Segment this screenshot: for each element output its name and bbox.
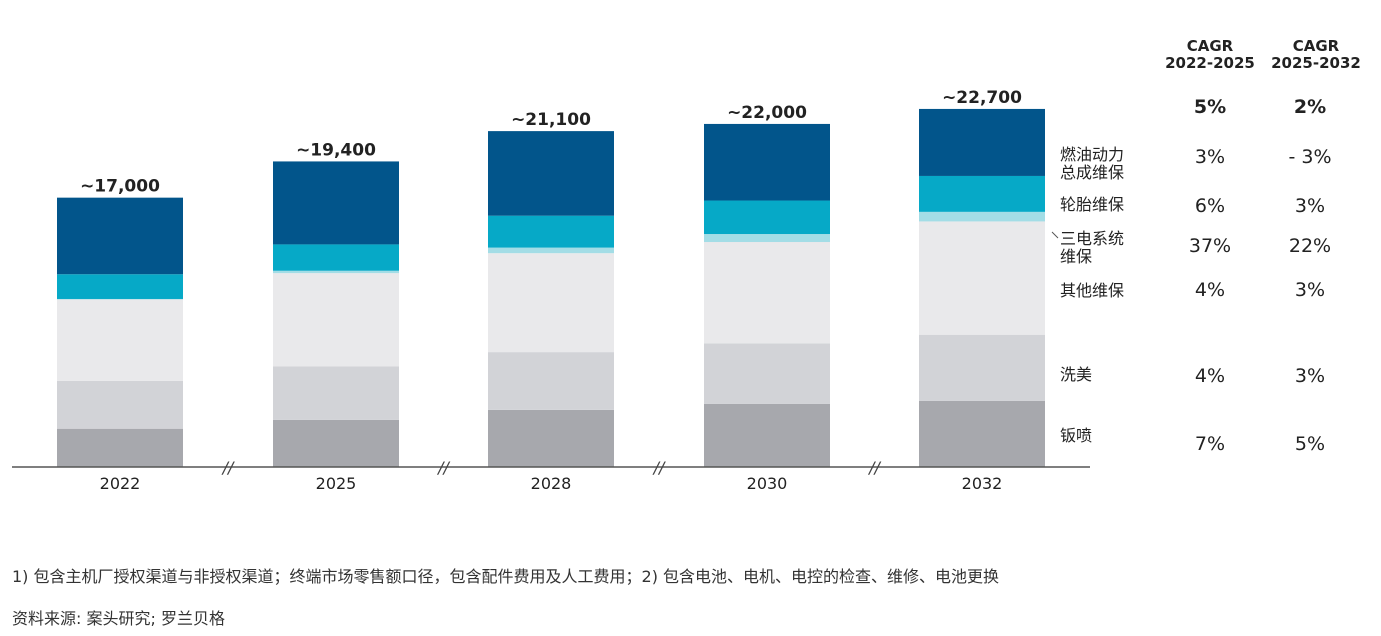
footnote-source: 资料来源: 案头研究; 罗兰贝格: [12, 609, 225, 628]
legend-three-electric-line2: 维保: [1060, 247, 1093, 266]
bar-segment-2030-3: [704, 234, 830, 243]
legend-fuel-line1: 燃油动力: [1060, 145, 1125, 164]
bar-segment-2025-3: [273, 270, 399, 274]
cagr-wash-2022-2025: 4%: [1194, 365, 1226, 387]
bar-segment-2032-0: [919, 400, 1045, 467]
cagr-three-electric-2025-2032: 22%: [1288, 235, 1332, 257]
x-tick-2030: 2030: [747, 474, 788, 493]
legend-other-line1: 其他维保: [1060, 281, 1125, 300]
bar-segment-2025-2: [273, 273, 399, 367]
cagr-header-2022-2025: CAGR 2022-2025: [1160, 38, 1260, 72]
bar-segment-2025-5: [273, 161, 399, 245]
total-label-2032: ~22,700: [942, 88, 1022, 108]
cagr-other-2025-2032: 3%: [1294, 279, 1326, 301]
cagr-tire-2022-2025: 6%: [1194, 195, 1226, 217]
cagr-header-1-line1: CAGR: [1186, 37, 1234, 55]
legend-fuel-powertrain: 燃油动力 总成维保: [1060, 146, 1170, 182]
cagr-total-2022-2025: 5%: [1193, 96, 1227, 118]
bar-segment-2022-1: [57, 380, 183, 429]
legend-wash: 洗美: [1060, 366, 1170, 384]
legend-tire: 轮胎维保: [1060, 196, 1170, 214]
x-tick-2032: 2032: [962, 474, 1003, 493]
legend-wash-line1: 洗美: [1060, 365, 1093, 384]
total-label-2022: ~17,000: [80, 177, 160, 197]
bar-segment-2032-3: [919, 211, 1045, 222]
cagr-header-2025-2032: CAGR 2025-2032: [1266, 38, 1366, 72]
bar-segment-2032-1: [919, 334, 1045, 401]
bar-segment-2030-2: [704, 242, 830, 344]
cagr-fuel-2025-2032: - 3%: [1288, 146, 1332, 168]
bar-segment-2028-3: [488, 247, 614, 254]
x-tick-labels: 2022 2025 2028 2030 2032: [100, 474, 1003, 493]
bar-segment-2022-4: [57, 274, 183, 299]
bar-segment-2028-2: [488, 253, 614, 353]
cagr-total-2025-2032: 2%: [1293, 96, 1327, 118]
total-label-2025: ~19,400: [296, 140, 376, 160]
cagr-body-paint-2022-2025: 7%: [1194, 433, 1226, 455]
cagr-three-electric-2022-2025: 37%: [1188, 235, 1232, 257]
cagr-tire-2025-2032: 3%: [1294, 195, 1326, 217]
bar-segment-2028-4: [488, 215, 614, 248]
legend-tire-line1: 轮胎维保: [1060, 195, 1125, 214]
bar-segment-2022-2: [57, 299, 183, 381]
cagr-header-2-line1: CAGR: [1292, 37, 1340, 55]
x-tick-2022: 2022: [100, 474, 141, 493]
bar-segment-2022-0: [57, 428, 183, 467]
cagr-header-1-line2: 2022-2025: [1165, 54, 1255, 72]
x-tick-2025: 2025: [316, 474, 357, 493]
bar-segment-2030-0: [704, 403, 830, 467]
axis-break-markers: // // // //: [221, 458, 882, 477]
bar-segment-2028-5: [488, 131, 614, 216]
axis-break-3: //: [652, 458, 666, 477]
total-label-2028: ~21,100: [511, 110, 591, 130]
bar-segment-2030-5: [704, 123, 830, 201]
footnote-definitions: 1) 包含主机厂授权渠道与非授权渠道；终端市场零售额口径，包含配件费用及人工费用…: [12, 567, 1000, 586]
axis-break-1: //: [221, 458, 235, 477]
cagr-other-2022-2025: 4%: [1194, 279, 1226, 301]
legend-three-electric-line1: 三电系统: [1060, 229, 1125, 248]
legend-fuel-line2: 总成维保: [1060, 163, 1125, 182]
bar-segment-2028-1: [488, 352, 614, 410]
axis-break-4: //: [867, 458, 881, 477]
bar-segment-2025-1: [273, 366, 399, 420]
bar-segment-2025-4: [273, 244, 399, 271]
bar-segment-2032-4: [919, 175, 1045, 212]
legend-body-paint-line1: 钣喷: [1060, 426, 1093, 445]
bar-segment-2032-5: [919, 108, 1045, 176]
legend-body-paint: 钣喷: [1060, 427, 1170, 445]
bars-group: [57, 108, 1045, 467]
bar-segment-2025-0: [273, 419, 399, 467]
cagr-wash-2025-2032: 3%: [1294, 365, 1326, 387]
legend-other: 其他维保: [1060, 282, 1170, 300]
cagr-body-paint-2025-2032: 5%: [1294, 433, 1326, 455]
total-labels: ~17,000 ~19,400 ~21,100 ~22,000 ~22,700: [80, 88, 1022, 197]
x-tick-2028: 2028: [531, 474, 572, 493]
legend-leader-line: [1051, 231, 1059, 239]
bar-segment-2022-5: [57, 197, 183, 275]
total-label-2030: ~22,000: [727, 103, 807, 123]
bar-segment-2030-4: [704, 200, 830, 235]
axis-break-2: //: [436, 458, 450, 477]
cagr-fuel-2022-2025: 3%: [1194, 146, 1226, 168]
bar-segment-2030-1: [704, 343, 830, 404]
legend-three-electric: 三电系统 维保: [1060, 230, 1170, 266]
bar-segment-2032-2: [919, 221, 1045, 335]
bar-segment-2028-0: [488, 409, 614, 467]
cagr-header-2-line2: 2025-2032: [1271, 54, 1361, 72]
